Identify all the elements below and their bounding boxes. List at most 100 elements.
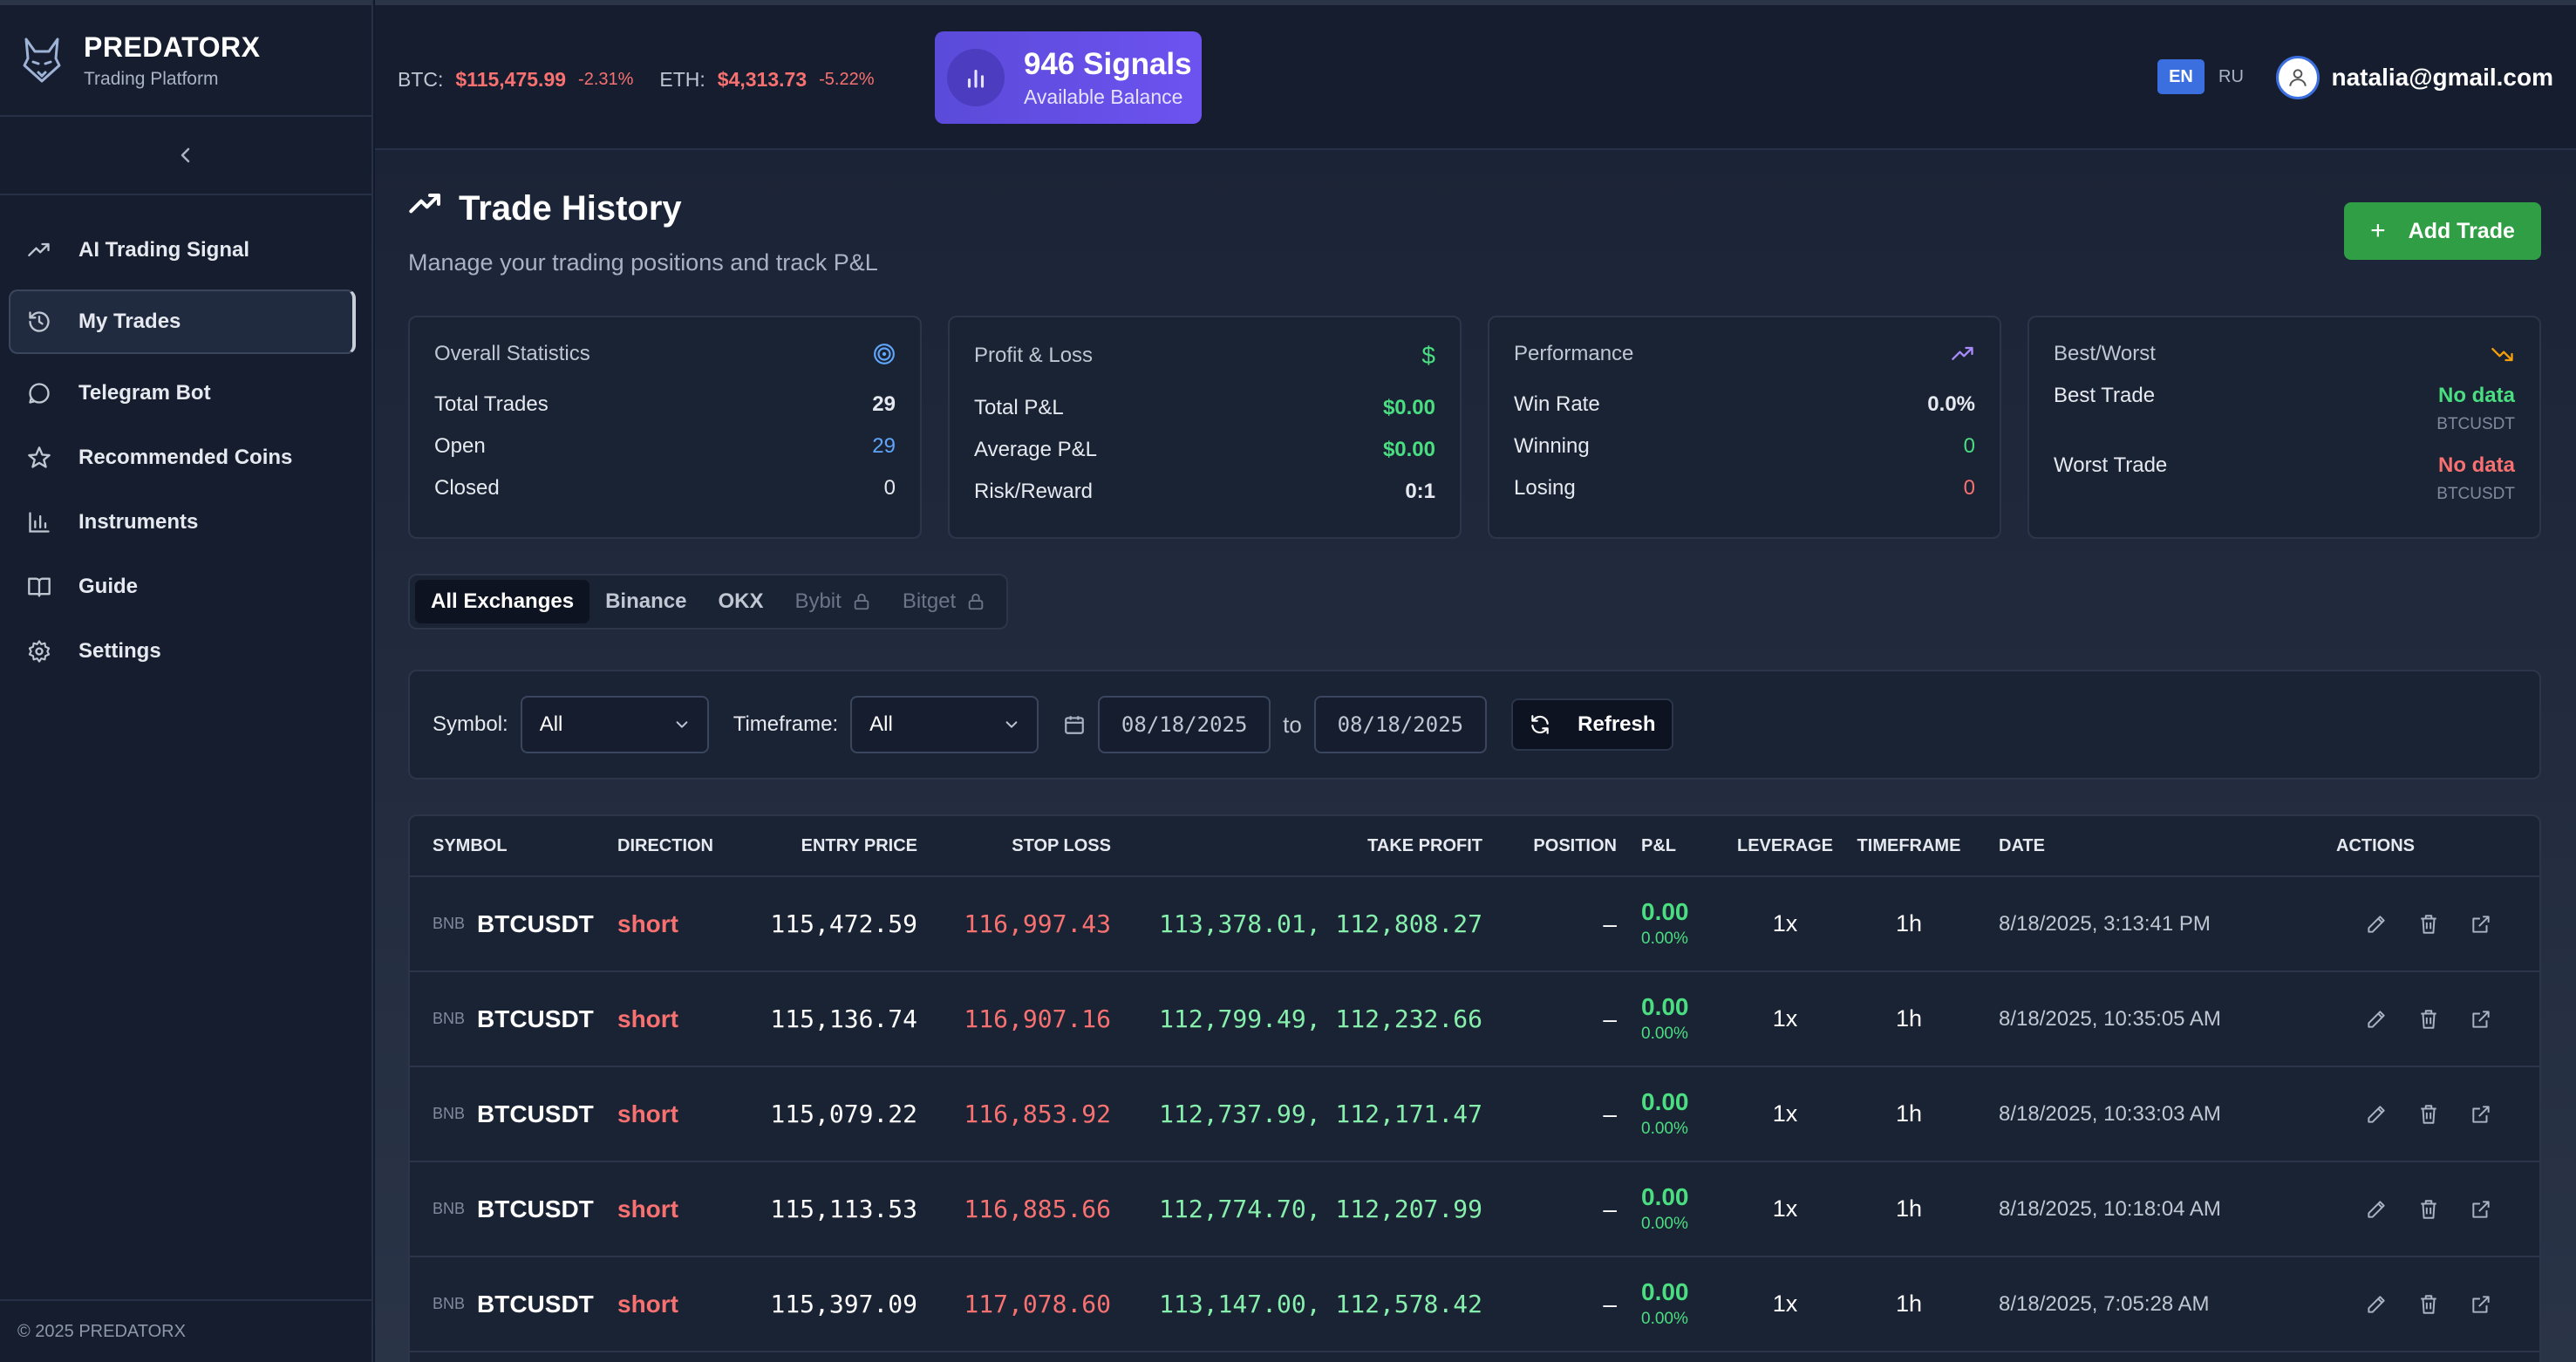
trending-up-icon bbox=[408, 187, 443, 230]
leverage: 1x bbox=[1772, 1100, 1798, 1127]
tab-bitget[interactable]: Bitget bbox=[887, 580, 1001, 623]
table-row: BNB BTCUSDT short 115,113.53 116,885.66 1… bbox=[410, 1162, 2539, 1257]
date-from-input[interactable]: 08/18/2025 bbox=[1098, 696, 1271, 753]
stat-value: $0.00 bbox=[1382, 438, 1435, 461]
best-trade-value: No data bbox=[2437, 384, 2515, 407]
stat-value: 0 bbox=[883, 476, 896, 500]
sidebar-item-ai-trading-signal[interactable]: AI Trading Signal bbox=[9, 218, 356, 283]
row-actions bbox=[2236, 1198, 2515, 1221]
entry-price: 115,136.74 bbox=[770, 1004, 917, 1033]
column-header-actions: ACTIONS bbox=[2336, 835, 2415, 855]
column-header-direction[interactable]: DIRECTION bbox=[617, 835, 713, 855]
performance-card: Performance Win Rate 0.0% Winning 0 Losing… bbox=[1488, 316, 2001, 539]
external-link-icon[interactable] bbox=[2470, 1103, 2492, 1126]
signals-balance-badge[interactable]: 946 Signals Available Balance bbox=[935, 31, 1202, 124]
collapse-sidebar-button[interactable] bbox=[0, 117, 371, 195]
lang-en-button[interactable]: EN bbox=[2157, 59, 2205, 94]
column-header-symbol[interactable]: SYMBOL bbox=[433, 835, 508, 855]
column-header-date[interactable]: DATE bbox=[1999, 835, 2045, 855]
pnl-percent: 0.00% bbox=[1641, 929, 1688, 948]
entry-price: 115,397.09 bbox=[770, 1290, 917, 1318]
chevron-down-icon bbox=[676, 721, 688, 728]
tab-okx[interactable]: OKX bbox=[718, 589, 764, 613]
sidebar-item-telegram-bot[interactable]: Telegram Bot bbox=[9, 361, 356, 426]
dollar-icon: $ bbox=[1421, 342, 1435, 369]
card-title: Performance bbox=[1514, 342, 1634, 365]
lang-ru-button[interactable]: RU bbox=[2218, 66, 2244, 86]
trash-icon[interactable] bbox=[2417, 1103, 2440, 1126]
trash-icon[interactable] bbox=[2417, 1008, 2440, 1031]
symbol-select[interactable]: All bbox=[520, 696, 709, 753]
brand[interactable]: PREDATORX Trading Platform bbox=[0, 0, 371, 117]
edit-pencil-icon[interactable] bbox=[2365, 913, 2388, 936]
add-trade-button[interactable]: + Add Trade bbox=[2344, 202, 2541, 260]
pnl-percent: 0.00% bbox=[1641, 1024, 1688, 1043]
edit-pencil-icon[interactable] bbox=[2365, 1008, 2388, 1031]
trade-direction: short bbox=[617, 1290, 678, 1318]
take-profit: 112,774.70, 112,207.99 bbox=[1159, 1195, 1482, 1223]
sidebar-item-guide[interactable]: Guide bbox=[9, 555, 356, 619]
sidebar-item-instruments[interactable]: Instruments bbox=[9, 490, 356, 555]
external-link-icon[interactable] bbox=[2470, 1293, 2492, 1316]
column-header-position[interactable]: POSITION bbox=[1533, 835, 1617, 855]
history-icon bbox=[26, 309, 52, 335]
timeframe-select[interactable]: All bbox=[850, 696, 1039, 753]
refresh-button[interactable]: Refresh bbox=[1510, 698, 1673, 751]
tab-all-exchanges[interactable]: All Exchanges bbox=[415, 580, 590, 623]
date-range-to-label: to bbox=[1283, 711, 1302, 738]
external-link-icon[interactable] bbox=[2470, 913, 2492, 936]
edit-pencil-icon[interactable] bbox=[2365, 1103, 2388, 1126]
column-header-pnl[interactable]: P&L bbox=[1641, 835, 1676, 855]
external-link-icon[interactable] bbox=[2470, 1198, 2492, 1221]
timeframe-filter-label: Timeframe: bbox=[733, 712, 839, 736]
stat-row: Losing 0 bbox=[1514, 467, 1975, 509]
row-actions bbox=[2236, 1103, 2515, 1126]
sidebar-footer: © 2025 PREDATORX bbox=[0, 1299, 371, 1362]
pnl-percent: 0.00% bbox=[1641, 1119, 1688, 1138]
worst-trade-row: Worst Trade No data BTCUSDT bbox=[2054, 453, 2515, 504]
sidebar-item-label: Settings bbox=[78, 639, 161, 663]
sidebar-item-label: AI Trading Signal bbox=[78, 238, 250, 262]
pnl-value: 0.00 bbox=[1641, 897, 1689, 925]
sidebar-item-settings[interactable]: Settings bbox=[9, 619, 356, 684]
calendar-icon bbox=[1065, 716, 1085, 734]
tab-binance[interactable]: Binance bbox=[605, 589, 687, 613]
user-email: natalia@gmail.com bbox=[2331, 64, 2554, 91]
edit-pencil-icon[interactable] bbox=[2365, 1293, 2388, 1316]
sidebar-item-recommended-coins[interactable]: Recommended Coins bbox=[9, 426, 356, 490]
column-header-take-profit[interactable]: TAKE PROFIT bbox=[1367, 835, 1482, 855]
exchange-tag: BNB bbox=[433, 1105, 466, 1122]
external-link-icon[interactable] bbox=[2470, 1008, 2492, 1031]
profit-loss-card: Profit & Loss $ Total P&L $0.00 Average P… bbox=[948, 316, 1462, 539]
pnl-percent: 0.00% bbox=[1641, 1309, 1688, 1328]
column-header-timeframe[interactable]: TIMEFRAME bbox=[1857, 835, 1961, 855]
trash-icon[interactable] bbox=[2417, 913, 2440, 936]
sidebar-item-label: My Trades bbox=[78, 310, 181, 333]
exchange-tabs: All Exchanges Binance OKX Bybit Bitget bbox=[408, 574, 1009, 630]
timeframe: 1h bbox=[1895, 1195, 1923, 1222]
chevron-left-icon bbox=[181, 147, 190, 163]
user-menu[interactable]: natalia@gmail.com bbox=[2275, 56, 2554, 99]
worst-trade-symbol: BTCUSDT bbox=[2436, 485, 2515, 503]
date-to-input[interactable]: 08/18/2025 bbox=[1313, 696, 1487, 753]
trash-icon[interactable] bbox=[2417, 1293, 2440, 1316]
leverage: 1x bbox=[1772, 1005, 1798, 1032]
trade-date: 8/18/2025, 10:33:03 AM bbox=[1999, 1101, 2221, 1126]
trash-icon[interactable] bbox=[2417, 1198, 2440, 1221]
best-worst-card: Best/Worst Best Trade No data BTCUSDT Wo… bbox=[2027, 316, 2541, 539]
btc-label: BTC: bbox=[398, 68, 444, 91]
column-header-leverage[interactable]: LEVERAGE bbox=[1736, 835, 1834, 855]
column-header-stop-loss[interactable]: STOP LOSS bbox=[1012, 835, 1111, 855]
star-icon bbox=[26, 445, 52, 471]
edit-pencil-icon[interactable] bbox=[2365, 1198, 2388, 1221]
stat-label: Risk/Reward bbox=[974, 480, 1094, 503]
sidebar-item-my-trades[interactable]: My Trades bbox=[9, 289, 356, 354]
tab-bybit[interactable]: Bybit bbox=[779, 580, 886, 623]
exchange-tag: BNB bbox=[433, 915, 466, 932]
btc-change: -2.31% bbox=[578, 70, 634, 89]
stat-label: Total Trades bbox=[434, 392, 549, 416]
best-trade-label: Best Trade bbox=[2054, 384, 2156, 407]
trade-direction: short bbox=[617, 1004, 678, 1032]
column-header-entry-price[interactable]: ENTRY PRICE bbox=[801, 835, 917, 855]
target-icon bbox=[874, 344, 895, 364]
